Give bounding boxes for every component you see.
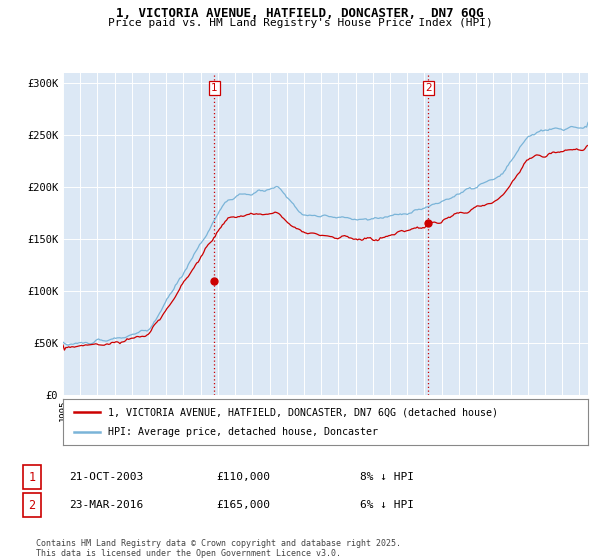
Text: 2: 2 (28, 498, 35, 512)
Text: 21-OCT-2003: 21-OCT-2003 (69, 472, 143, 482)
Text: 1: 1 (211, 83, 218, 93)
Text: Contains HM Land Registry data © Crown copyright and database right 2025.
This d: Contains HM Land Registry data © Crown c… (36, 539, 401, 558)
Text: 1, VICTORIA AVENUE, HATFIELD, DONCASTER, DN7 6QG (detached house): 1, VICTORIA AVENUE, HATFIELD, DONCASTER,… (107, 407, 497, 417)
Text: Price paid vs. HM Land Registry's House Price Index (HPI): Price paid vs. HM Land Registry's House … (107, 18, 493, 28)
Text: 8% ↓ HPI: 8% ↓ HPI (360, 472, 414, 482)
Text: £165,000: £165,000 (216, 500, 270, 510)
Text: 6% ↓ HPI: 6% ↓ HPI (360, 500, 414, 510)
Text: 1, VICTORIA AVENUE, HATFIELD, DONCASTER,  DN7 6QG: 1, VICTORIA AVENUE, HATFIELD, DONCASTER,… (116, 7, 484, 20)
Text: £110,000: £110,000 (216, 472, 270, 482)
Text: 23-MAR-2016: 23-MAR-2016 (69, 500, 143, 510)
Text: HPI: Average price, detached house, Doncaster: HPI: Average price, detached house, Donc… (107, 427, 377, 437)
Text: 1: 1 (28, 470, 35, 484)
Text: 2: 2 (425, 83, 432, 93)
